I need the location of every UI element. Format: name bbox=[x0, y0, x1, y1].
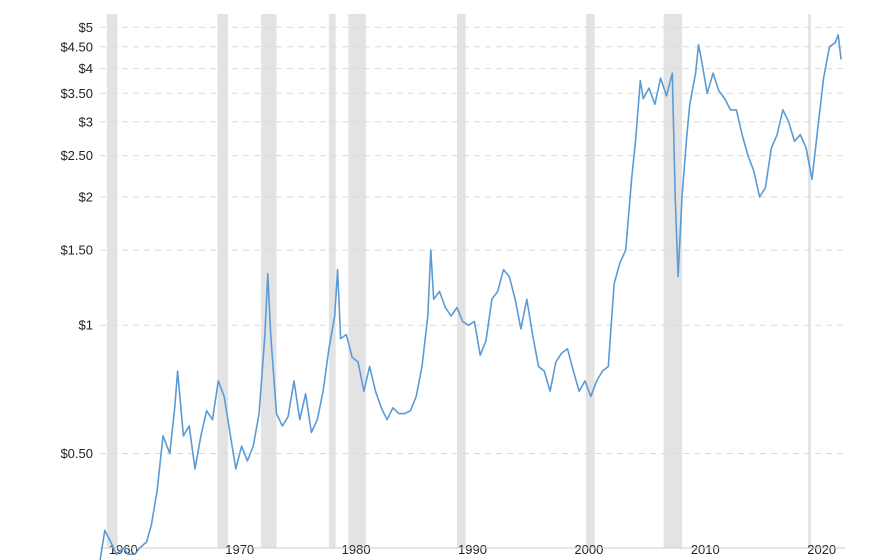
grid-lines bbox=[100, 26, 845, 454]
y-tick-label: $0.50 bbox=[60, 446, 93, 461]
y-tick-label: $3 bbox=[79, 114, 93, 129]
recession-band bbox=[106, 14, 118, 548]
y-tick-label: $5 bbox=[79, 20, 93, 35]
y-tick-label: $4.50 bbox=[60, 39, 93, 54]
series-group bbox=[99, 34, 842, 560]
y-tick-label: $1.50 bbox=[60, 243, 93, 258]
x-tick-label: 1980 bbox=[342, 542, 371, 557]
y-tick-label: $1 bbox=[79, 318, 93, 333]
series-line bbox=[99, 34, 842, 560]
recession-band bbox=[328, 14, 336, 548]
recession-band bbox=[348, 14, 366, 548]
y-tick-label: $2.50 bbox=[60, 148, 93, 163]
y-tick-label: $3.50 bbox=[60, 86, 93, 101]
y-tick-label: $2 bbox=[79, 189, 93, 204]
recession-band bbox=[663, 14, 683, 548]
x-tick-label: 2020 bbox=[807, 542, 836, 557]
y-axis-labels: $0.50 $1 $1.50 $2 $2.50 $3 $3.50 $4 $4.50 $5 bbox=[60, 20, 93, 461]
recession-band bbox=[217, 14, 229, 548]
y-tick-label: $4 bbox=[79, 61, 93, 76]
recession-band bbox=[808, 14, 811, 548]
recession-band bbox=[457, 14, 466, 548]
x-tick-label: 2010 bbox=[691, 542, 720, 557]
x-tick-label: 2000 bbox=[574, 542, 603, 557]
x-tick-label: 1970 bbox=[225, 542, 254, 557]
x-tick-label: 1990 bbox=[458, 542, 487, 557]
recession-bands bbox=[106, 14, 811, 548]
recession-band bbox=[586, 14, 595, 548]
